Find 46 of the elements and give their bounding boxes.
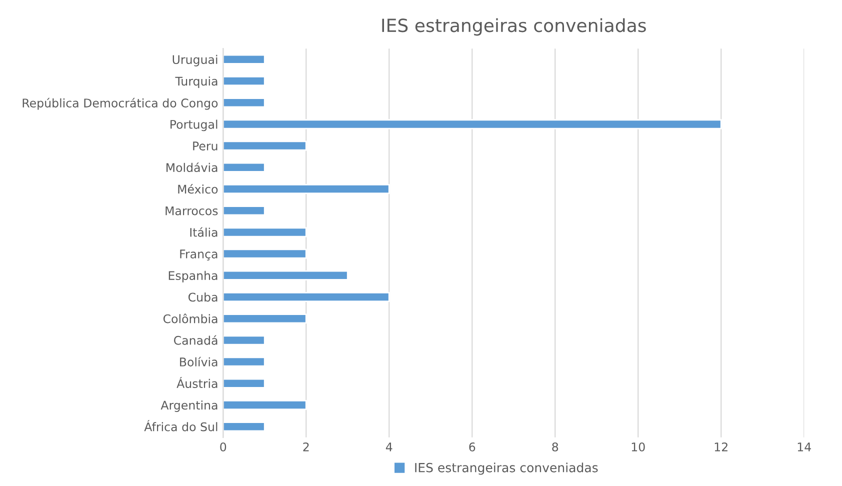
bar [223, 270, 348, 280]
bar [223, 76, 266, 86]
y-tick-label: Peru [193, 142, 218, 150]
x-tick-label: 12 [714, 442, 728, 452]
x-tick-label: 2 [303, 442, 309, 452]
legend-label: IES estrangeiras conveniadas [415, 462, 598, 475]
x-tick-label: 14 [798, 442, 811, 452]
bar [223, 378, 266, 388]
y-tick-label: França [180, 250, 218, 261]
bar [223, 314, 307, 324]
y-tick-label: Colômbia [163, 314, 218, 324]
bar [223, 140, 307, 151]
bar [223, 248, 307, 259]
bar [223, 422, 266, 432]
x-tick-label: 0 [220, 442, 226, 452]
y-tick-label: Espanha [168, 270, 218, 282]
y-tick-label: África do Sul [144, 420, 218, 432]
y-tick-label: Áustria [176, 376, 218, 388]
bar [223, 54, 266, 64]
y-tick-label: República Democrática do Congo [22, 98, 218, 110]
y-tick-label: Marrocos [166, 206, 218, 216]
bar [223, 119, 722, 130]
x-tick-label: 4 [386, 442, 392, 452]
bar [223, 356, 266, 367]
y-tick-label: México [178, 184, 218, 194]
bar [223, 184, 390, 194]
bar [223, 98, 266, 108]
bar [223, 292, 390, 302]
y-tick-label: Moldávia [166, 162, 218, 172]
bar [223, 335, 266, 346]
y-tick-label: Cuba [188, 292, 218, 302]
y-tick-label: Turquia [175, 76, 218, 88]
y-tick-label: Uruguai [172, 54, 218, 66]
y-tick-label: Canadá [174, 335, 218, 345]
y-tick-label: Bolívia [180, 356, 218, 366]
y-tick-label: Portugal [170, 120, 218, 132]
y-tick-label: Itália [190, 227, 218, 237]
chart-title: IES estrangeiras conveniadas [382, 18, 646, 36]
x-tick-label: 8 [552, 442, 558, 452]
bar [223, 206, 266, 216]
bar [223, 227, 307, 238]
bar [223, 162, 266, 172]
y-tick-label: Argentina [160, 400, 218, 412]
x-tick-label: 10 [632, 442, 645, 452]
bar [223, 400, 307, 410]
x-tick-label: 6 [469, 442, 476, 452]
